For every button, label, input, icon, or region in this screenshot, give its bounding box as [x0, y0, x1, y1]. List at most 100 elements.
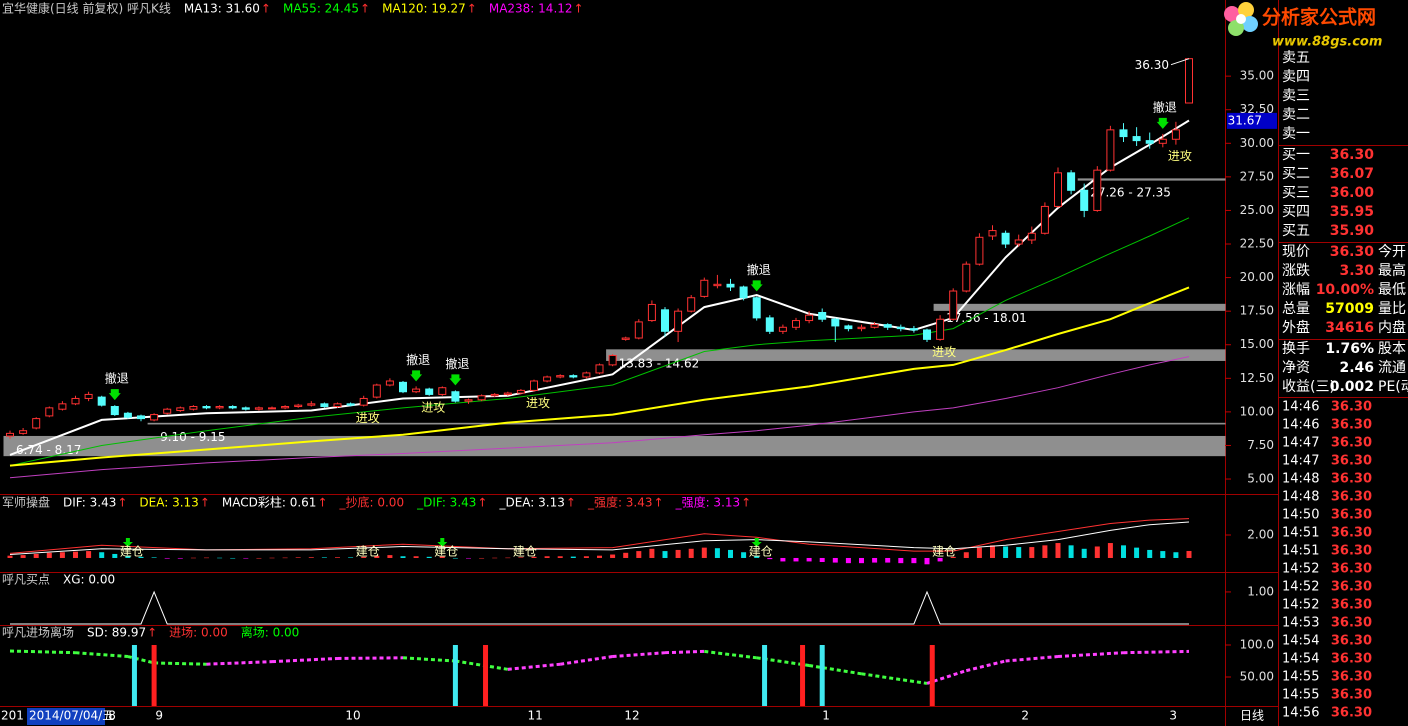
- candle-body: [1040, 205, 1049, 234]
- candle-body: [516, 389, 525, 394]
- macd-bar: [151, 557, 157, 558]
- y-tick-label: 22.50: [1240, 237, 1274, 251]
- candle-body: [647, 303, 656, 322]
- macd-bar: [387, 555, 393, 558]
- trade-time: 14:48: [1282, 472, 1319, 487]
- stat-side: 今开: [1378, 244, 1406, 260]
- candle-body: [1093, 169, 1102, 211]
- bid-label: 买二: [1282, 166, 1310, 182]
- trade-time: 14:52: [1282, 598, 1319, 613]
- macd-bar: [806, 557, 812, 562]
- candle-body: [1080, 189, 1089, 211]
- header-arrow: ↑: [117, 496, 127, 510]
- candle-body: [713, 283, 722, 287]
- current-price-label: 31.67: [1228, 113, 1262, 127]
- macd-bar: [505, 557, 511, 559]
- trade-price: 36.30: [1331, 616, 1372, 631]
- candle-body: [123, 412, 132, 418]
- candle-body: [241, 407, 250, 410]
- trade-price: 36.30: [1331, 490, 1372, 505]
- y-tick-label: 100.0: [1240, 638, 1274, 652]
- bid-price: 35.90: [1330, 223, 1375, 239]
- header-text: MA13: 31.60: [184, 2, 260, 16]
- build-label: 建仓: [120, 545, 144, 559]
- max-leader: [1170, 58, 1190, 66]
- y-tick-label: 27.50: [1240, 169, 1274, 183]
- macd-bar: [86, 551, 92, 558]
- trade-time: 14:54: [1282, 634, 1319, 649]
- y-tick-label: 32.50: [1240, 102, 1274, 116]
- macd-bar: [1094, 546, 1100, 558]
- candle-body: [228, 406, 237, 409]
- candle-body: [202, 406, 211, 409]
- macd-bar: [531, 556, 537, 558]
- entry-bar: [151, 645, 157, 706]
- stat-value: 36.30: [1330, 244, 1375, 260]
- build-label: 建仓: [513, 545, 537, 559]
- macd-bar: [832, 557, 838, 563]
- candle-body: [399, 381, 407, 393]
- candle-body: [1145, 140, 1154, 144]
- macd-bar: [374, 555, 380, 558]
- candle-body: [45, 407, 54, 417]
- retreat-arrow: [1156, 117, 1169, 129]
- bid-label: 买五: [1282, 223, 1310, 239]
- sd-segment: [704, 649, 757, 660]
- header-text: MACD彩柱: 0.61: [222, 495, 317, 510]
- macd-bar: [295, 557, 301, 558]
- zone-label: 9.10 - 9.15: [160, 430, 225, 444]
- trade-time: 14:54: [1282, 652, 1319, 667]
- header-text: _强度: 3.43: [587, 495, 653, 510]
- macd-bar: [1107, 543, 1113, 558]
- y-tick-label: 35.00: [1240, 69, 1274, 83]
- sd-segment: [337, 656, 404, 660]
- signal-label: 进攻: [932, 345, 956, 359]
- candle-body: [425, 388, 434, 395]
- macd-bar: [479, 557, 485, 559]
- macd-bar: [1003, 546, 1009, 558]
- header-text: _DEA: 3.13: [498, 496, 564, 510]
- ask-label: 卖五: [1282, 50, 1310, 66]
- sd-segment: [75, 651, 129, 659]
- stat-label: 净资: [1282, 360, 1310, 376]
- candle-body: [569, 375, 578, 378]
- macd-bar: [976, 547, 982, 558]
- header-arrow: ↑: [741, 496, 751, 510]
- trade-price: 36.30: [1331, 526, 1372, 541]
- candle-body: [936, 318, 945, 340]
- logo-url: www.88gs.com: [1272, 35, 1382, 50]
- exit-bar: [762, 645, 768, 706]
- stat-side: PE(动: [1378, 379, 1408, 395]
- sd-segment: [154, 661, 207, 666]
- candle-body: [438, 387, 447, 395]
- support-zone: [1077, 178, 1226, 181]
- candle-body: [333, 403, 342, 408]
- candle-body: [700, 279, 709, 297]
- zone-label: 13.83 - 14.62: [619, 356, 700, 370]
- macd-bar: [348, 557, 354, 558]
- macd-bar: [767, 557, 773, 560]
- macd-bar: [675, 549, 681, 558]
- sd-segment: [559, 655, 613, 666]
- macd-bar: [112, 553, 118, 558]
- candle-body: [818, 312, 827, 320]
- candle-body: [765, 317, 774, 332]
- y-tick-label: 1.00: [1247, 584, 1274, 598]
- macd-bar: [780, 557, 786, 562]
- candle-body: [608, 354, 617, 366]
- signal-label: 撤退: [445, 356, 469, 371]
- signal-label: 进攻: [421, 400, 445, 414]
- candle-body: [189, 406, 198, 410]
- macd-bar: [872, 557, 878, 563]
- signal-label: 进攻: [526, 396, 550, 410]
- candle-body: [412, 388, 421, 393]
- macd-bar: [190, 557, 196, 559]
- candle-body: [385, 380, 394, 386]
- signal-label: 撤退: [1153, 99, 1177, 114]
- header-arrow: ↑: [566, 496, 576, 510]
- bid-label: 买一: [1282, 147, 1310, 163]
- candle-body: [176, 407, 185, 412]
- period-label: 日线: [1240, 709, 1264, 723]
- macd-bar: [1134, 547, 1140, 558]
- header-text: 进场: 0.00: [169, 626, 228, 640]
